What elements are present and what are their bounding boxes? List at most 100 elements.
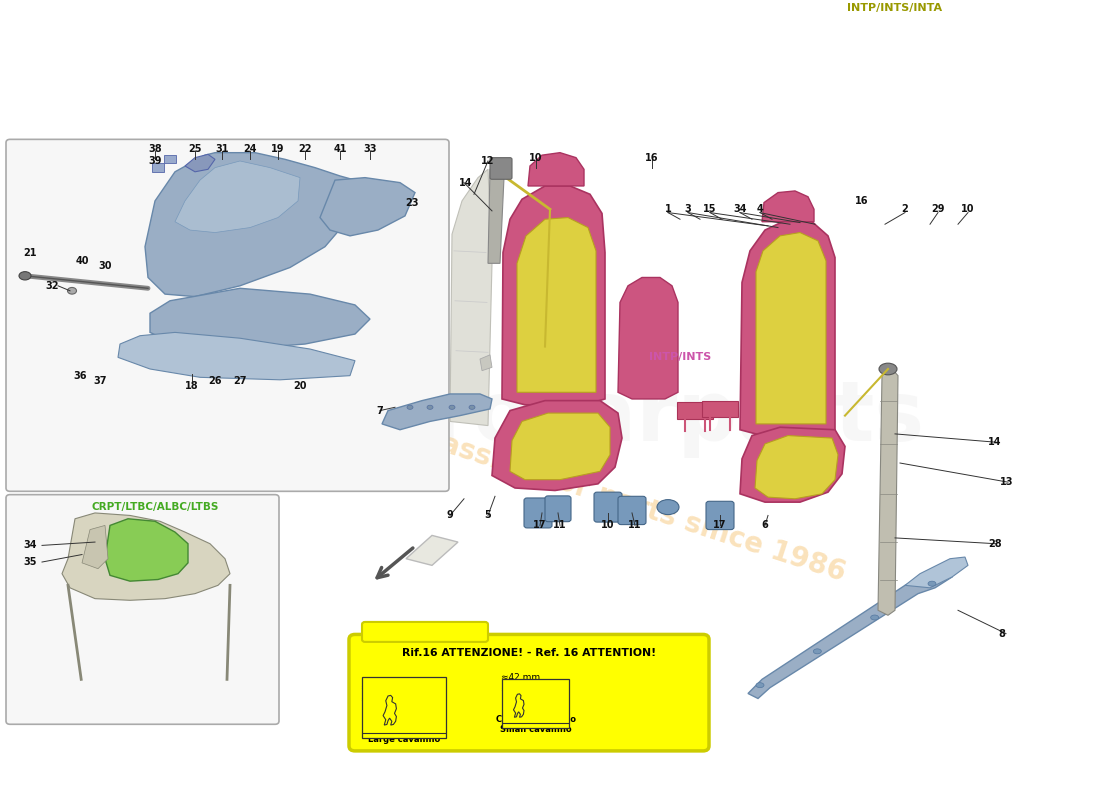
Text: 16: 16 <box>646 153 659 162</box>
Text: 6: 6 <box>761 521 769 530</box>
Text: 27: 27 <box>233 376 246 386</box>
FancyBboxPatch shape <box>490 158 512 179</box>
Text: Cavallino piccolo: Cavallino piccolo <box>495 714 575 724</box>
Text: 39: 39 <box>148 156 162 166</box>
Polygon shape <box>406 535 458 566</box>
Ellipse shape <box>813 649 822 654</box>
Text: 30: 30 <box>98 261 112 271</box>
Text: a passion for parts since 1986: a passion for parts since 1986 <box>390 414 849 587</box>
Polygon shape <box>502 186 605 405</box>
Text: 38: 38 <box>148 143 162 154</box>
Text: 14: 14 <box>988 438 1001 447</box>
Ellipse shape <box>928 581 936 586</box>
Polygon shape <box>740 427 845 502</box>
Ellipse shape <box>879 363 896 375</box>
Text: ≈2,17 inch: ≈2,17 inch <box>361 695 410 704</box>
Polygon shape <box>450 170 492 426</box>
FancyBboxPatch shape <box>706 502 734 530</box>
Polygon shape <box>320 178 415 236</box>
Ellipse shape <box>449 405 455 410</box>
Text: 29: 29 <box>932 204 945 214</box>
Text: 19: 19 <box>272 143 285 154</box>
Polygon shape <box>755 435 838 498</box>
Text: 41: 41 <box>333 143 346 154</box>
Text: Rif.16 ATTENZIONE! - Ref. 16 ATTENTION!: Rif.16 ATTENZIONE! - Ref. 16 ATTENTION! <box>402 648 656 658</box>
Text: 1: 1 <box>664 204 671 214</box>
Text: 23: 23 <box>405 198 419 207</box>
Text: 5: 5 <box>485 510 492 521</box>
Polygon shape <box>382 394 492 430</box>
Ellipse shape <box>756 682 764 688</box>
Text: 26: 26 <box>208 376 222 386</box>
Polygon shape <box>152 163 164 172</box>
Ellipse shape <box>657 500 679 514</box>
Text: 40: 40 <box>75 256 89 266</box>
Text: 4: 4 <box>757 204 763 214</box>
Ellipse shape <box>871 615 879 620</box>
Text: 9: 9 <box>447 510 453 521</box>
Text: 18: 18 <box>185 381 199 390</box>
Text: 10: 10 <box>529 153 542 162</box>
Text: ≈42 mm: ≈42 mm <box>500 673 540 682</box>
FancyBboxPatch shape <box>502 678 569 729</box>
Polygon shape <box>480 355 492 370</box>
Polygon shape <box>528 153 584 186</box>
Polygon shape <box>104 518 188 581</box>
FancyBboxPatch shape <box>524 498 552 528</box>
Text: Cavallino grande: Cavallino grande <box>364 725 444 734</box>
Text: 16: 16 <box>856 196 869 206</box>
Polygon shape <box>510 413 610 480</box>
Text: INTP/INTS/INTA: INTP/INTS/INTA <box>847 3 943 13</box>
Polygon shape <box>175 161 300 233</box>
Polygon shape <box>748 569 952 698</box>
Text: 2: 2 <box>902 204 909 214</box>
Text: 11: 11 <box>628 521 641 530</box>
Polygon shape <box>82 526 108 569</box>
Text: 34: 34 <box>734 204 747 214</box>
Text: 3: 3 <box>684 204 692 214</box>
Polygon shape <box>676 402 713 419</box>
Text: 10: 10 <box>602 521 615 530</box>
Polygon shape <box>488 166 504 263</box>
Polygon shape <box>905 557 968 588</box>
Text: Large cavallino: Large cavallino <box>367 734 440 744</box>
Text: ≈55 mm: ≈55 mm <box>361 683 400 692</box>
Text: 17: 17 <box>534 521 547 530</box>
Text: 32: 32 <box>45 281 58 290</box>
FancyBboxPatch shape <box>6 494 279 724</box>
Polygon shape <box>164 155 176 163</box>
Text: 12: 12 <box>482 156 495 166</box>
Text: 10: 10 <box>961 204 975 214</box>
Polygon shape <box>150 288 370 349</box>
Polygon shape <box>878 369 898 615</box>
Text: 15: 15 <box>703 204 717 214</box>
Text: ≈1,65 inch: ≈1,65 inch <box>500 685 550 694</box>
Ellipse shape <box>19 272 31 280</box>
Polygon shape <box>517 218 596 392</box>
FancyBboxPatch shape <box>544 496 571 522</box>
Polygon shape <box>492 401 621 490</box>
Text: 22: 22 <box>298 143 311 154</box>
Polygon shape <box>762 191 814 222</box>
Ellipse shape <box>67 287 77 294</box>
Text: 20: 20 <box>294 381 307 390</box>
Text: 11: 11 <box>553 521 566 530</box>
Text: 7: 7 <box>376 406 384 416</box>
Text: 33: 33 <box>363 143 376 154</box>
Text: 28: 28 <box>988 538 1002 549</box>
FancyBboxPatch shape <box>594 492 621 522</box>
Text: 36: 36 <box>74 370 87 381</box>
Polygon shape <box>618 278 678 399</box>
Ellipse shape <box>469 405 475 410</box>
Text: 25: 25 <box>188 143 201 154</box>
Text: CRPT/LTBC/ALBC/LTBS: CRPT/LTBC/ALBC/LTBS <box>91 502 219 512</box>
Text: Small cavallino: Small cavallino <box>499 725 571 734</box>
Text: 34: 34 <box>23 540 36 550</box>
FancyBboxPatch shape <box>6 139 449 491</box>
FancyBboxPatch shape <box>362 622 488 642</box>
Polygon shape <box>62 513 230 600</box>
Polygon shape <box>740 219 835 435</box>
FancyBboxPatch shape <box>362 677 446 738</box>
Text: 13: 13 <box>1000 477 1013 487</box>
Text: 24: 24 <box>243 143 256 154</box>
